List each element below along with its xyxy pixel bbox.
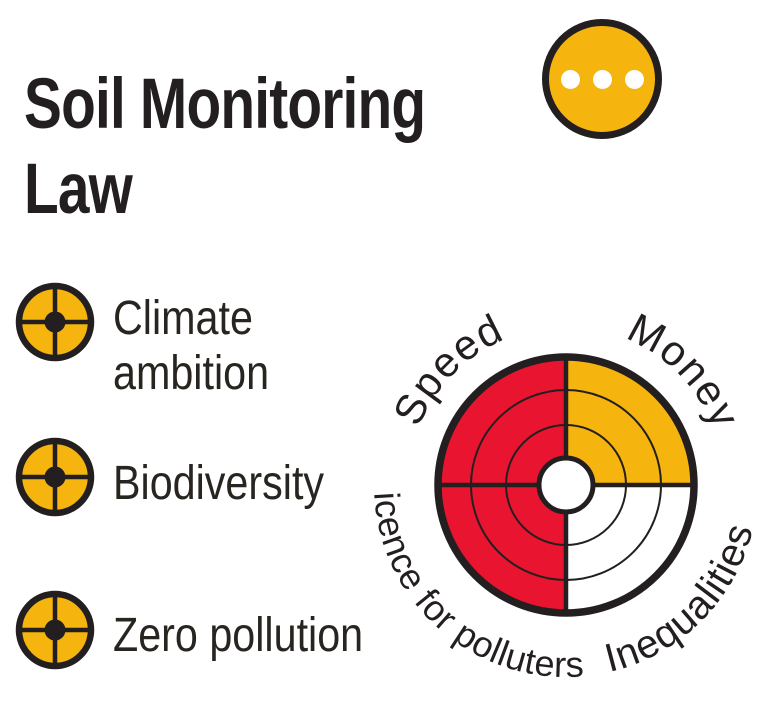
- target-crosshair-icon: [15, 282, 95, 362]
- legend-label: Climate ambition: [113, 292, 270, 400]
- quadrant-money: [566, 357, 694, 485]
- target-crosshair-icon: [15, 437, 95, 517]
- quadrant-inequalities: [566, 485, 694, 613]
- quadrant-speed: [438, 357, 566, 485]
- quadrant-licence-for-polluters: [438, 485, 566, 613]
- legend-label: Biodiversity: [113, 457, 325, 510]
- target-crosshair-icon: [15, 590, 95, 670]
- page-title-line1: Soil Monitoring: [24, 64, 426, 144]
- page-title: Soil Monitoring Law: [24, 62, 426, 232]
- center-hole: [536, 455, 596, 515]
- legend-label: Zero pollution: [113, 609, 364, 662]
- outer-ring: [434, 353, 698, 617]
- scorecard-wheel-chart: Speed Money Licence for polluters Inequa…: [340, 250, 761, 685]
- ellipsis-icon: [624, 69, 644, 89]
- ellipsis-icon: [560, 69, 580, 89]
- ellipsis-icon: [592, 69, 612, 89]
- ellipsis-badge[interactable]: [542, 19, 662, 139]
- page-title-line2: Law: [24, 149, 133, 229]
